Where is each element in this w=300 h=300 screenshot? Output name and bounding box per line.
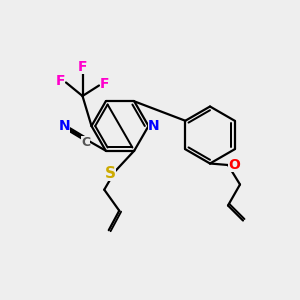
Text: C: C <box>81 136 90 149</box>
Text: F: F <box>56 74 65 88</box>
Text: F: F <box>78 60 87 74</box>
Text: F: F <box>100 77 109 91</box>
Text: S: S <box>105 166 116 181</box>
Text: O: O <box>228 158 240 172</box>
Text: N: N <box>148 119 160 133</box>
Text: N: N <box>58 119 70 133</box>
